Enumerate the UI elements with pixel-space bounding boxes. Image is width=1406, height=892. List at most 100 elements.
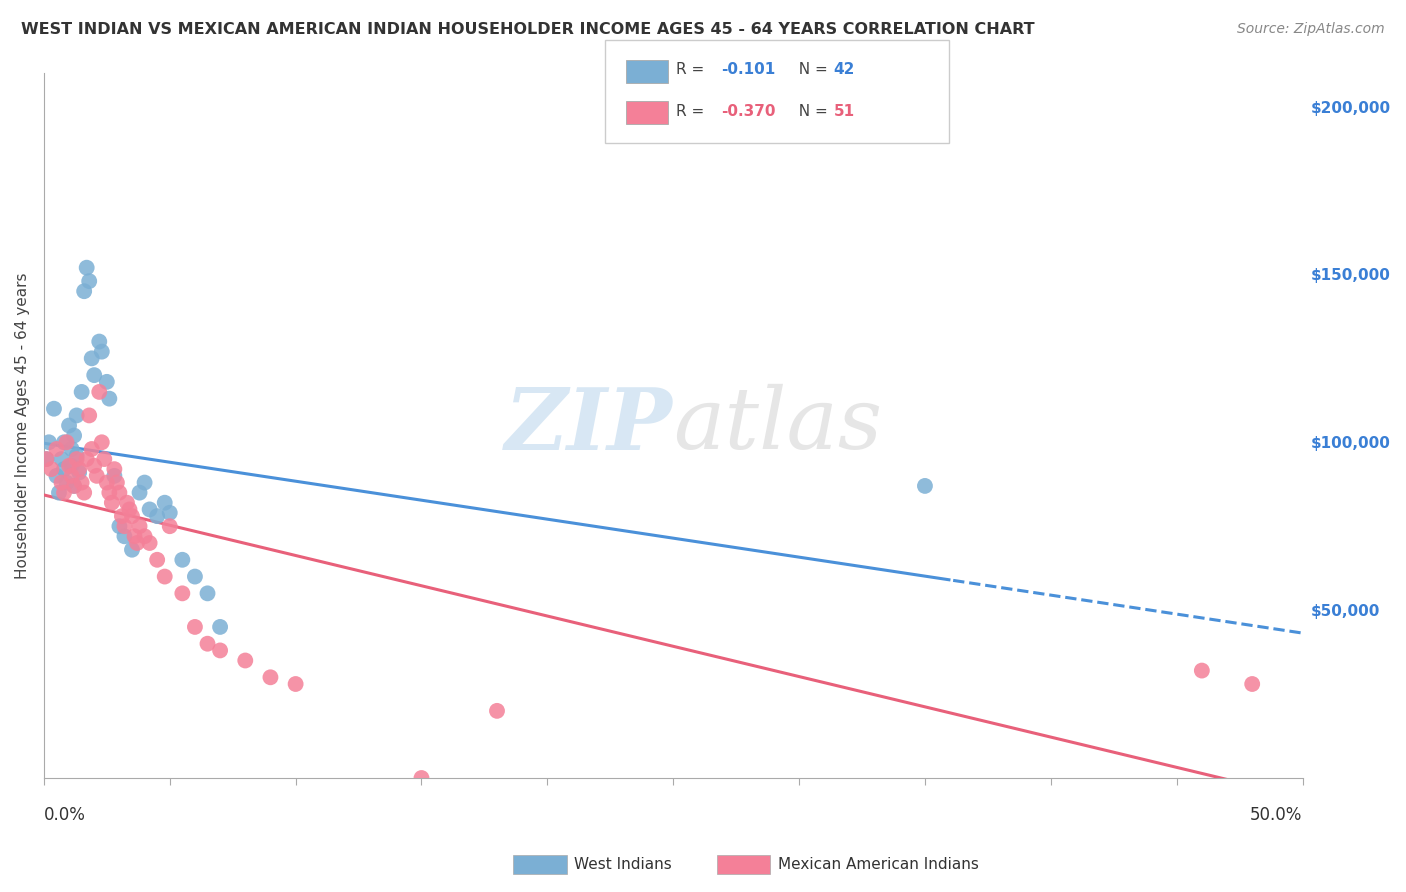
Point [153, 569, 176, 583]
Point [73, 284, 96, 298]
Y-axis label: Householder Income Ages 45 - 64 years: Householder Income Ages 45 - 64 years [15, 272, 30, 579]
Point [63, 428, 86, 442]
Point [89, 384, 111, 399]
Point [77, 409, 100, 423]
Point [80, 442, 103, 456]
Point [134, 529, 156, 543]
Point [108, 485, 131, 500]
Point [411, 771, 433, 785]
Point [76, 452, 98, 467]
Text: R =: R = [676, 104, 710, 119]
Point [48, 485, 70, 500]
Point [51, 475, 73, 490]
Point [108, 519, 131, 533]
Point [73, 485, 96, 500]
Point [60, 442, 83, 456]
Point [114, 519, 136, 533]
Point [96, 475, 118, 490]
Point [197, 586, 219, 600]
Point [98, 485, 121, 500]
Point [209, 643, 232, 657]
Point [42, 401, 65, 416]
Point [111, 509, 134, 524]
Point [121, 509, 143, 524]
Point [89, 334, 111, 349]
Text: Mexican American Indians: Mexican American Indians [778, 857, 979, 871]
Point [63, 479, 86, 493]
Point [90, 344, 112, 359]
Text: WEST INDIAN VS MEXICAN AMERICAN INDIAN HOUSEHOLDER INCOME AGES 45 - 64 YEARS COR: WEST INDIAN VS MEXICAN AMERICAN INDIAN H… [21, 22, 1035, 37]
Point [101, 496, 124, 510]
Point [233, 653, 256, 667]
Point [67, 466, 90, 480]
Point [124, 529, 146, 543]
Point [98, 392, 121, 406]
Point [58, 458, 80, 473]
Text: R =: R = [676, 62, 710, 77]
Point [146, 553, 169, 567]
Point [121, 542, 143, 557]
Point [159, 506, 181, 520]
Text: 0.0%: 0.0% [44, 806, 86, 824]
Point [93, 452, 115, 467]
Point [58, 418, 80, 433]
Point [118, 502, 141, 516]
Point [284, 677, 307, 691]
Text: 50.0%: 50.0% [1250, 806, 1302, 824]
Point [53, 462, 76, 476]
Point [77, 274, 100, 288]
Point [105, 475, 128, 490]
Point [55, 475, 77, 490]
Point [172, 586, 194, 600]
Point [60, 458, 83, 473]
Point [35, 452, 58, 467]
Text: West Indians: West Indians [574, 857, 672, 871]
Point [103, 468, 125, 483]
Text: -0.101: -0.101 [721, 62, 776, 77]
Point [83, 458, 105, 473]
Text: ZIP: ZIP [505, 384, 673, 467]
Point [55, 435, 77, 450]
Point [259, 670, 281, 684]
Point [76, 260, 98, 275]
Text: atlas: atlas [673, 384, 883, 467]
Point [38, 435, 60, 450]
Point [184, 569, 207, 583]
Text: N =: N = [789, 104, 832, 119]
Point [128, 519, 150, 533]
Point [209, 620, 232, 634]
Point [103, 462, 125, 476]
Point [1241, 677, 1264, 691]
Point [146, 509, 169, 524]
Point [45, 442, 67, 456]
Text: N =: N = [789, 62, 832, 77]
Point [45, 468, 67, 483]
Point [96, 375, 118, 389]
Point [485, 704, 508, 718]
Point [90, 435, 112, 450]
Point [184, 620, 207, 634]
Text: 42: 42 [834, 62, 855, 77]
Point [138, 502, 160, 516]
Point [114, 529, 136, 543]
Point [1191, 664, 1213, 678]
Point [70, 384, 93, 399]
Point [115, 496, 138, 510]
Point [153, 496, 176, 510]
Point [65, 452, 87, 467]
Point [53, 435, 76, 450]
Point [197, 637, 219, 651]
Point [65, 449, 87, 463]
Point [65, 409, 87, 423]
Point [83, 368, 105, 383]
Text: 51: 51 [834, 104, 855, 119]
Point [914, 479, 936, 493]
Point [70, 475, 93, 490]
Point [51, 452, 73, 467]
Point [60, 468, 83, 483]
Point [53, 485, 76, 500]
Point [138, 536, 160, 550]
Point [159, 519, 181, 533]
Point [35, 452, 58, 467]
Point [172, 553, 194, 567]
